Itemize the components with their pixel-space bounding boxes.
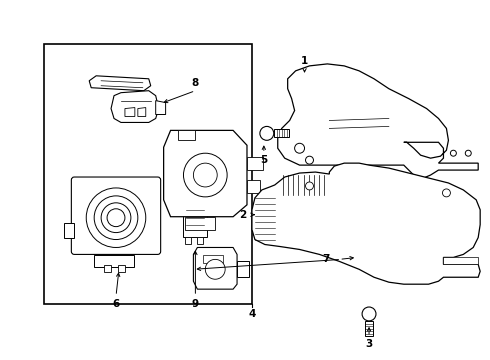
Circle shape [306,182,314,190]
Circle shape [183,153,227,197]
Circle shape [450,150,456,156]
Text: 9: 9 [192,299,199,309]
Bar [44,44,252,304]
Circle shape [466,150,471,156]
Polygon shape [443,257,478,264]
Polygon shape [111,91,159,122]
Polygon shape [197,237,203,244]
Text: 2: 2 [240,210,246,220]
Polygon shape [64,223,74,238]
Polygon shape [104,265,111,272]
Text: 1: 1 [301,56,308,66]
Polygon shape [278,64,478,178]
Text: 6: 6 [112,299,120,309]
Polygon shape [118,265,125,272]
Text: 5: 5 [260,155,268,165]
Polygon shape [94,255,134,267]
Text: 3: 3 [366,339,373,349]
Polygon shape [252,163,480,284]
Polygon shape [156,100,166,114]
Polygon shape [138,108,146,117]
Text: 4: 4 [248,309,256,319]
FancyBboxPatch shape [72,177,161,255]
Polygon shape [247,180,260,193]
Polygon shape [183,200,207,237]
Polygon shape [247,157,263,170]
Circle shape [260,126,274,140]
Text: 8: 8 [192,78,199,88]
Polygon shape [125,108,135,117]
Polygon shape [89,76,151,91]
Polygon shape [185,217,215,230]
Text: 7: 7 [323,255,330,264]
Circle shape [306,156,314,164]
Polygon shape [237,261,249,277]
Polygon shape [177,130,196,140]
Polygon shape [185,237,192,244]
Polygon shape [194,247,237,289]
Circle shape [362,307,376,321]
Polygon shape [274,129,289,137]
Circle shape [205,260,225,279]
Circle shape [194,163,217,187]
Polygon shape [203,255,223,264]
Circle shape [294,143,305,153]
Polygon shape [164,130,247,217]
Polygon shape [365,321,373,336]
Circle shape [442,189,450,197]
